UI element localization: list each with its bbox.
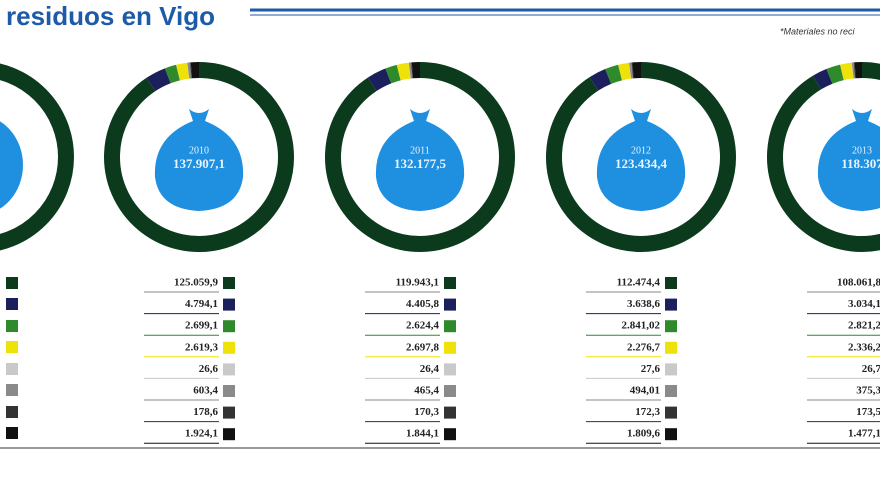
value-label: 2.624,4 (406, 320, 440, 332)
donut-segment (176, 62, 190, 81)
donut-segment (396, 62, 411, 81)
value-label: 2.336,2 (848, 341, 880, 353)
year-label: 2011 (410, 145, 430, 156)
legend-swatch (444, 363, 456, 376)
legend-swatch (665, 363, 677, 376)
donut-segment (104, 62, 294, 252)
year-label: 2010 (189, 145, 209, 156)
note: *Materiales no reci (780, 26, 856, 36)
value-label: 26,7 (862, 363, 880, 375)
value-label: 465,4 (414, 385, 439, 397)
value-label: 112.474,4 (617, 277, 661, 289)
legend-swatch (665, 428, 677, 441)
donut-segment (618, 62, 632, 81)
legend-swatch (444, 428, 456, 441)
value-label: 125.059,9 (174, 277, 219, 289)
donut-segment (385, 64, 401, 84)
bag-icon (154, 109, 244, 211)
legend-swatch (223, 341, 235, 354)
bag-icon (375, 109, 465, 211)
donut-segment (826, 64, 844, 84)
value-label: 2.821,2 (848, 320, 880, 332)
legend-swatch (223, 298, 235, 311)
total-label: 137.907,1 (173, 156, 225, 171)
value-label: 2.276,7 (627, 341, 661, 353)
partial-ring (0, 63, 74, 251)
donut-segment (146, 68, 171, 92)
legend-swatch (444, 320, 456, 333)
value-label: 4.794,1 (185, 298, 218, 310)
legend-swatch (223, 385, 235, 397)
legend-swatch (444, 277, 456, 289)
value-label: 3.034,1 (848, 298, 880, 310)
value-label: 2.699,1 (185, 320, 218, 332)
donut-segment (164, 64, 181, 84)
value-label: 26,4 (420, 363, 440, 375)
legend-swatch (665, 277, 677, 289)
legend-swatch (444, 385, 456, 397)
donut-segment (546, 62, 736, 252)
legend-swatch (665, 385, 677, 397)
value-label: 2.619,3 (185, 341, 219, 353)
value-label: 2.697,8 (406, 341, 440, 353)
value-label: 1.924,1 (185, 428, 218, 440)
total-label: 123.434,4 (615, 156, 668, 171)
value-label: 3.638,6 (627, 298, 661, 310)
donut-segment (589, 69, 612, 91)
value-label: 1.477,1 (848, 428, 880, 440)
year-label: 2013 (852, 145, 872, 156)
year-label: 2012 (631, 145, 651, 156)
legend-swatch (223, 320, 235, 333)
value-label: 178,6 (193, 406, 218, 418)
legend-swatch (223, 277, 235, 289)
legend-swatch (223, 406, 235, 419)
value-label: 1.844,1 (406, 428, 439, 440)
value-label: 108.061,8 (837, 277, 880, 289)
legend-swatch (665, 298, 677, 311)
legend-swatch (444, 341, 456, 354)
total-label: 132.177,5 (394, 156, 447, 171)
value-label: 119.943,1 (396, 277, 439, 289)
donut-segment (605, 64, 623, 84)
legend-swatch (444, 298, 456, 311)
legend-swatch (223, 363, 235, 376)
legend-swatch (223, 428, 235, 441)
title: residuos en Vigo (6, 1, 215, 31)
donut-segment (325, 62, 515, 252)
partial-swatches (6, 277, 18, 439)
value-label: 170,3 (414, 406, 439, 418)
bag-icon (817, 109, 880, 211)
value-label: 26,6 (199, 363, 219, 375)
legend-swatch (665, 320, 677, 333)
bag-icon (0, 121, 23, 209)
value-label: 375,3 (856, 385, 880, 397)
donut-segment (812, 68, 833, 90)
value-label: 172,3 (635, 406, 660, 418)
value-label: 1.809,6 (627, 428, 661, 440)
bag-icon (596, 109, 686, 211)
value-label: 2.841,02 (622, 320, 661, 332)
value-label: 494,01 (630, 385, 660, 397)
value-label: 4.405,8 (406, 298, 440, 310)
value-label: 173,5 (856, 406, 880, 418)
legend-swatch (665, 406, 677, 419)
legend-swatch (444, 406, 456, 419)
donut-segment (367, 68, 392, 92)
donut-segment (767, 62, 880, 252)
total-label: 118.307 (841, 156, 880, 171)
value-label: 603,4 (193, 385, 218, 397)
value-label: 27,6 (641, 363, 661, 375)
legend-swatch (665, 341, 677, 354)
donut-segment (840, 62, 854, 81)
